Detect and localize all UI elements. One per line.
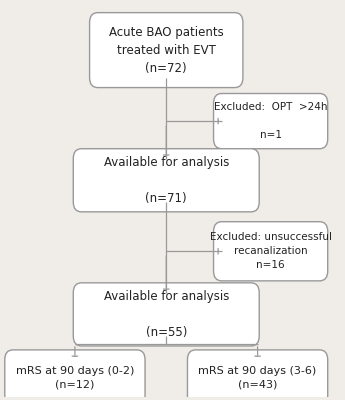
Text: Acute BAO patients
treated with EVT
(n=72): Acute BAO patients treated with EVT (n=7… <box>109 26 224 75</box>
Text: Excluded: unsuccessful
recanalization
n=16: Excluded: unsuccessful recanalization n=… <box>210 232 332 270</box>
FancyBboxPatch shape <box>73 149 259 212</box>
FancyBboxPatch shape <box>90 13 243 88</box>
FancyBboxPatch shape <box>5 350 145 400</box>
Text: mRS at 90 days (3-6)
(n=43): mRS at 90 days (3-6) (n=43) <box>198 366 317 390</box>
FancyBboxPatch shape <box>214 94 328 149</box>
Text: Available for analysis

(n=71): Available for analysis (n=71) <box>104 156 229 205</box>
FancyBboxPatch shape <box>73 283 259 346</box>
Text: Excluded:  OPT  >24h

n=1: Excluded: OPT >24h n=1 <box>214 102 327 140</box>
Text: mRS at 90 days (0-2)
(n=12): mRS at 90 days (0-2) (n=12) <box>16 366 134 390</box>
FancyBboxPatch shape <box>214 222 328 281</box>
FancyBboxPatch shape <box>187 350 328 400</box>
Text: Available for analysis

(n=55): Available for analysis (n=55) <box>104 290 229 339</box>
